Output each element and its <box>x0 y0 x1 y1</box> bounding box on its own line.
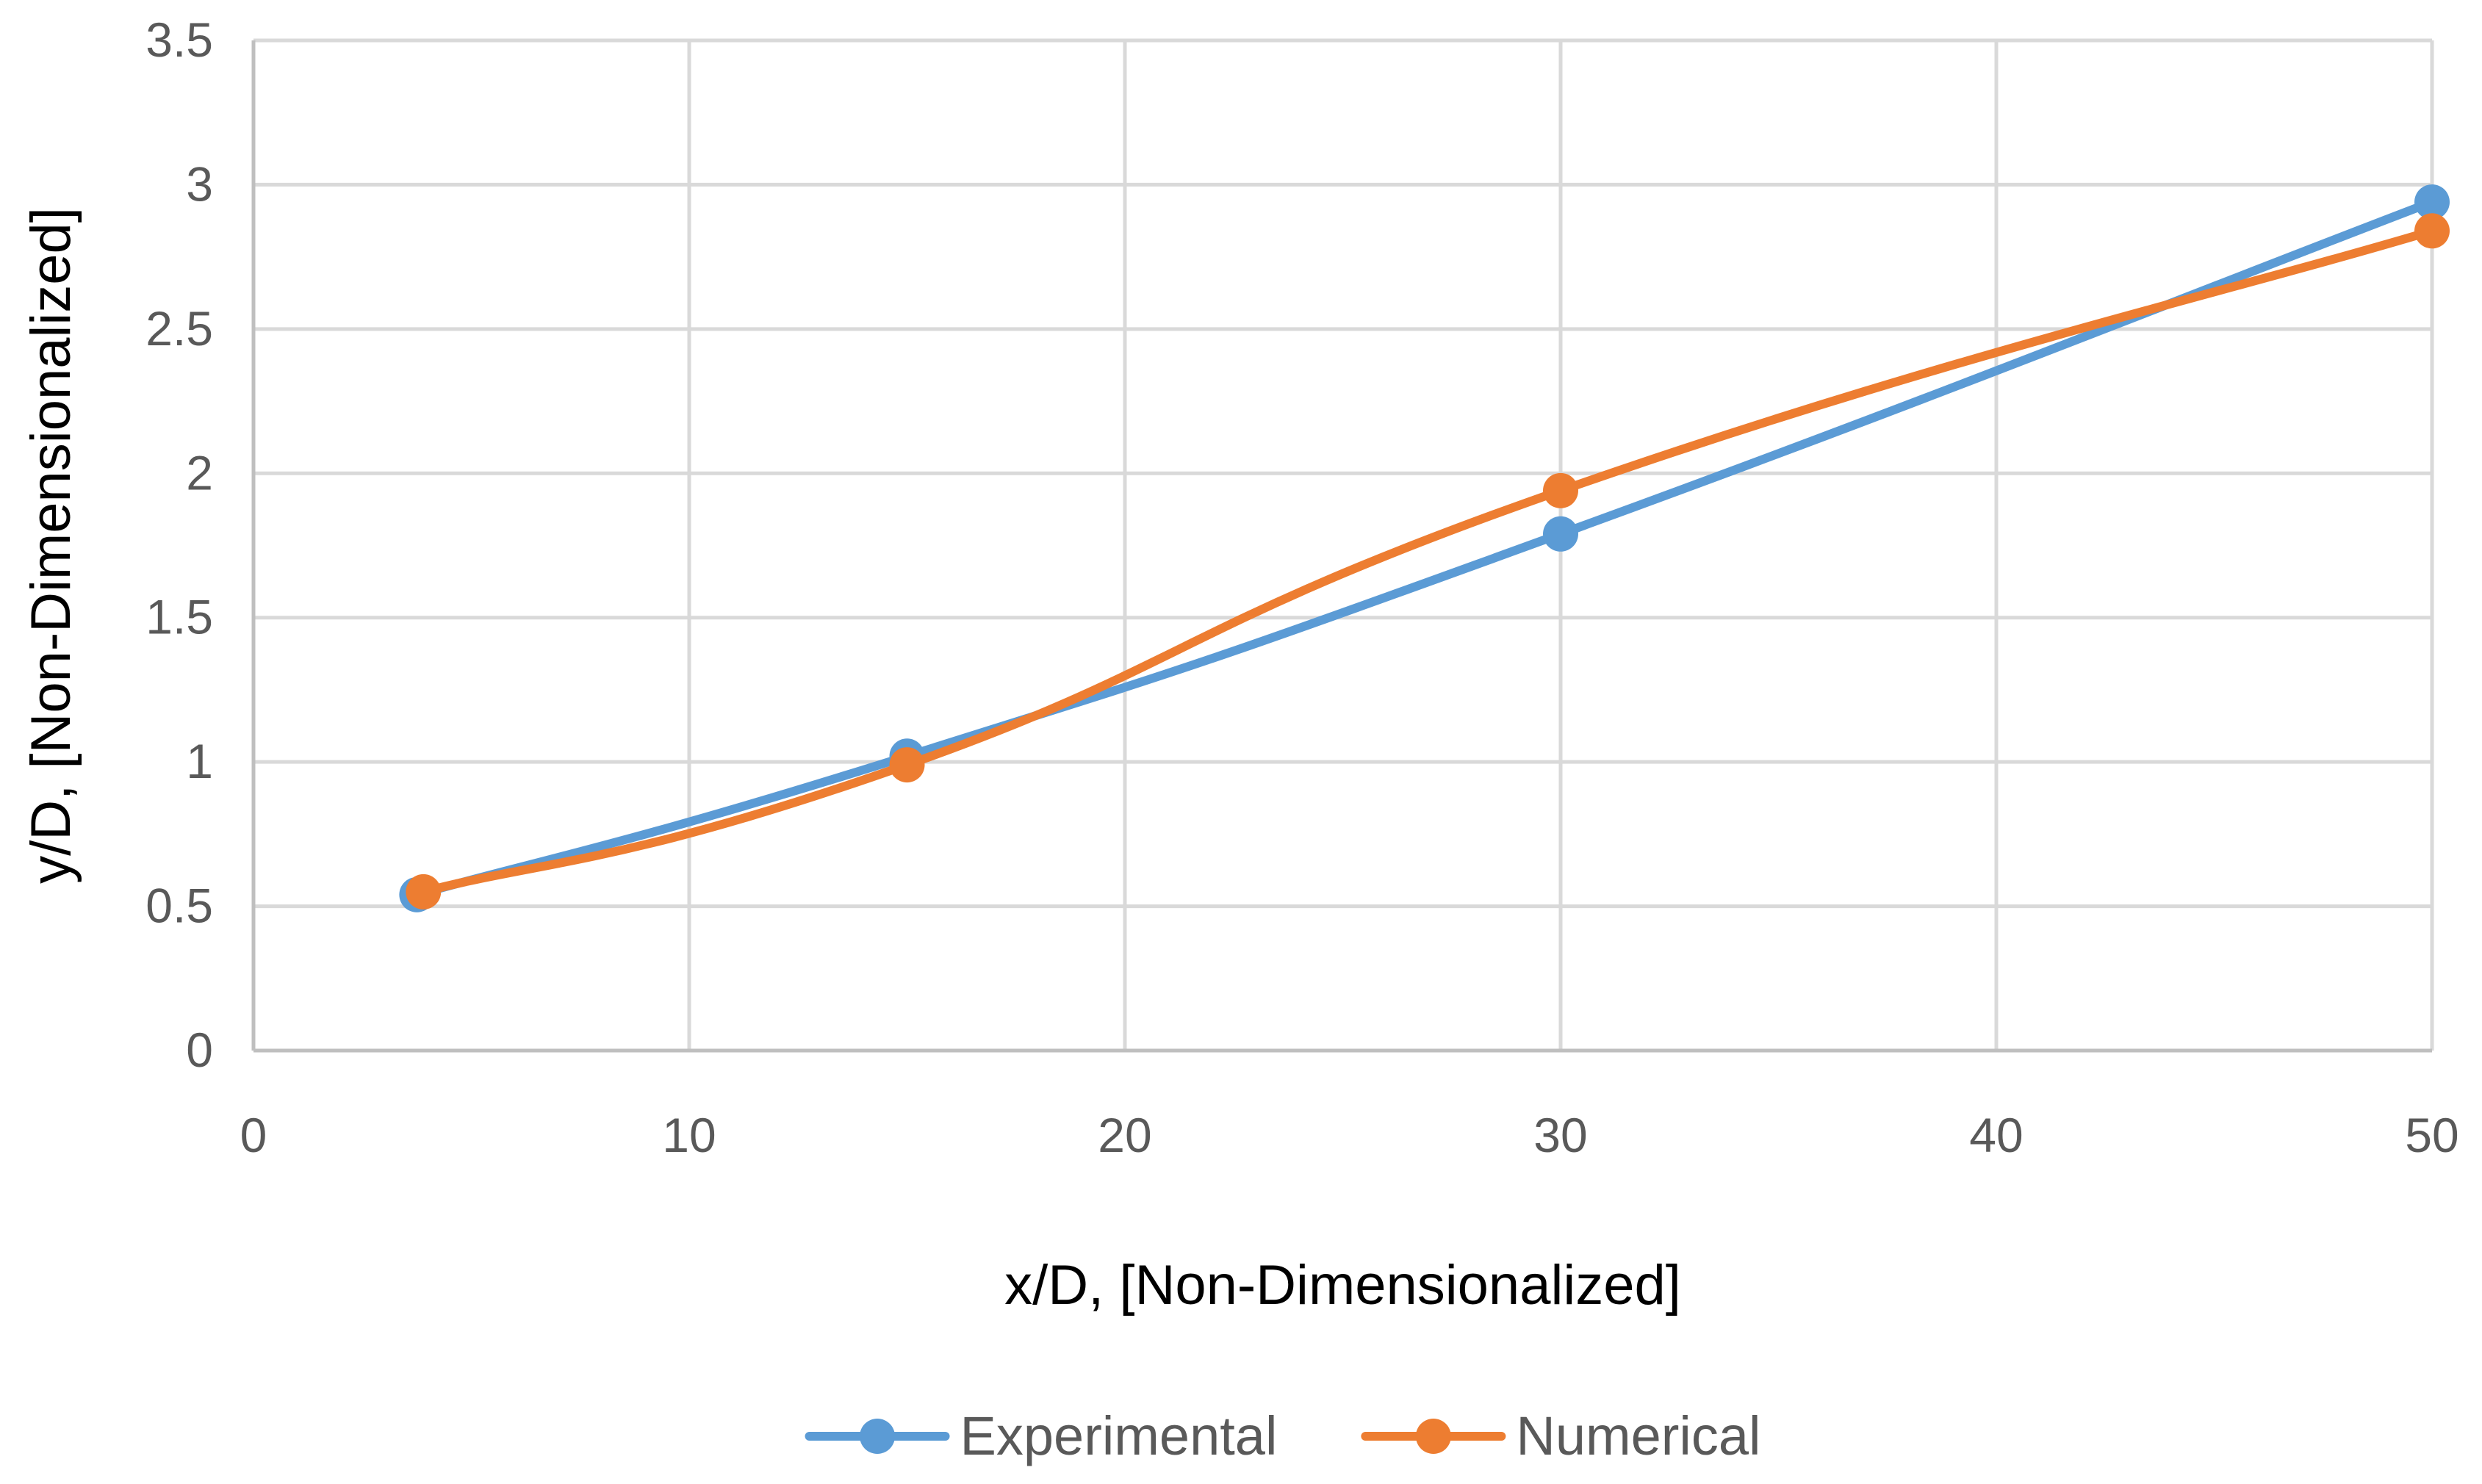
series-experimental <box>399 184 2450 912</box>
grid-layer <box>253 38 2434 1051</box>
legend-swatch-marker <box>860 1419 896 1454</box>
y-tick-label: 0 <box>186 1023 213 1077</box>
y-tick-label: 1.5 <box>145 590 213 644</box>
y-tick-label: 2.5 <box>145 301 213 356</box>
series-line-numerical <box>419 226 2436 896</box>
data-point-numerical <box>2414 213 2450 249</box>
legend: Experimental Numerical <box>805 1405 1760 1466</box>
x-axis-title: x/D, [Non-Dimensionalized] <box>1004 1254 1681 1316</box>
legend-label: Experimental <box>960 1405 1278 1466</box>
series-layer <box>399 184 2450 912</box>
legend-item-numerical: Numerical <box>1361 1405 1760 1466</box>
series-line-experimental <box>412 198 2436 899</box>
axis-layer: 0 0.5 1 1.5 2 2.5 3 3.5 0 10 20 30 40 50 <box>145 12 2458 1162</box>
legend-label: Numerical <box>1516 1405 1760 1466</box>
series-numerical <box>406 213 2450 910</box>
y-tick-label: 0.5 <box>145 879 213 933</box>
data-point-experimental <box>2414 184 2450 220</box>
x-tick-label: 10 <box>662 1108 716 1162</box>
y-axis-title: y/D, [Non-Dimensionalized] <box>20 207 82 884</box>
x-tick-label: 30 <box>1533 1108 1587 1162</box>
y-tick-label: 2 <box>186 445 213 500</box>
x-tick-label: 50 <box>2405 1108 2458 1162</box>
y-tick-label: 1 <box>186 734 213 788</box>
data-point-numerical <box>889 747 925 783</box>
x-tick-label: 40 <box>1969 1108 2023 1162</box>
x-tick-label: 0 <box>240 1108 267 1162</box>
data-point-numerical <box>406 874 442 910</box>
legend-swatch-marker <box>1415 1419 1451 1454</box>
data-point-numerical <box>1543 472 1578 508</box>
data-point-experimental <box>1543 516 1578 552</box>
x-tick-label: 20 <box>1098 1108 1151 1162</box>
label-layer: x/D, [Non-Dimensionalized] y/D, [Non-Dim… <box>20 207 1681 1316</box>
y-tick-label: 3.5 <box>145 12 213 67</box>
legend-item-experimental: Experimental <box>805 1405 1278 1466</box>
y-tick-label: 3 <box>186 156 213 211</box>
